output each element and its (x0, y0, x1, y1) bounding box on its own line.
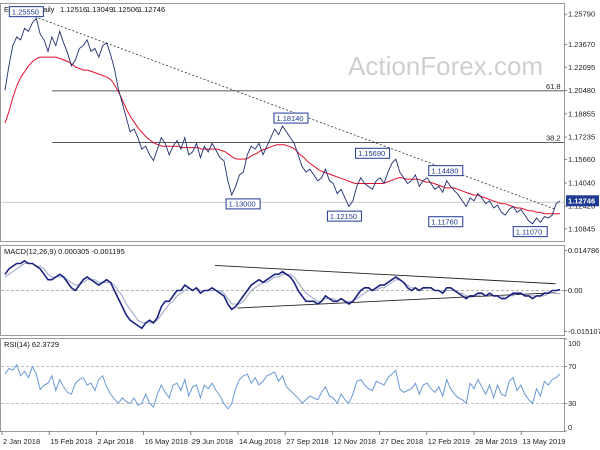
price-tick-label: 1.22095 (568, 63, 595, 72)
level-annotation-label: 1.25550 (12, 7, 39, 16)
x-axis: 2 Jan 2018 15 Feb 2018 2 Apr 2018 16 May 20… (1, 431, 566, 446)
price-line (4, 17, 561, 225)
level-annotation-label: 1.12150 (330, 212, 357, 221)
level-annotation: 1.18140 (273, 112, 309, 124)
rsi-line (4, 363, 561, 410)
price-pane: ActionForex.com EURUSD,Daily 1.12516 1.1… (0, 3, 599, 242)
level-annotation-label: 1.13000 (229, 200, 256, 209)
x-tick-label: 16 May 2018 (145, 437, 188, 446)
price-tick-label: 1.20480 (568, 86, 595, 95)
level-annotation-box (8, 6, 44, 18)
current-price-tag: 1.12746 (566, 195, 599, 207)
rsi-y-axis: 100 70 30 0 (564, 338, 581, 432)
macd-tick-label: 0.014786 (568, 246, 599, 255)
level-annotation: 1.15690 (355, 147, 391, 159)
level-annotation: 1.11760 (428, 216, 464, 228)
level-annotation: 1.25550 (8, 6, 44, 18)
level-annotation-label: 1.11760 (431, 218, 458, 227)
level-annotation-box (273, 112, 309, 124)
x-tick-label: 27 Sep 2018 (286, 437, 329, 446)
macd-upper-trendline (214, 264, 556, 285)
descending-trendline (12, 7, 556, 210)
price-tick-label: 1.15660 (568, 155, 595, 164)
macd-tick-label: 0.00 (568, 286, 583, 295)
rsi-pane-title: RSI(14) 62.3729 (4, 340, 59, 349)
x-tick-label: 12 Nov 2018 (333, 437, 376, 446)
fib-label-38-2: 38.2 (546, 134, 561, 143)
rsi-tick-label: 70 (568, 362, 576, 371)
macd-lines (1, 259, 564, 330)
x-tick-label: 2 Jan 2018 (3, 437, 40, 446)
x-tick-label: 15 Feb 2018 (50, 437, 92, 446)
rsi-tick-label: 30 (568, 399, 576, 408)
macd-signal-line (4, 263, 561, 324)
price-tick-label: 1.10845 (568, 224, 595, 233)
rsi-pane-border (0, 338, 565, 432)
x-tick-label: 12 Feb 2019 (428, 437, 470, 446)
level-annotation: 1.12150 (326, 210, 362, 222)
price-lines: 61.8 38.2 (1, 7, 564, 225)
level-annotation-label: 1.14480 (431, 166, 458, 175)
x-tick-label: 2 Apr 2018 (97, 437, 133, 446)
level-annotation: 1.13000 (225, 198, 261, 210)
x-tick-label: 28 Mar 2019 (475, 437, 517, 446)
rsi-tick-label: 0 (568, 423, 572, 432)
watermark-text: ActionForex.com (348, 51, 543, 81)
moving-average-line (4, 56, 560, 215)
ohlc-open: 1.12516 (60, 5, 87, 14)
macd-line (4, 259, 561, 330)
price-tick-label: 1.17235 (568, 133, 595, 142)
ohlc-close: 1.12746 (138, 5, 165, 14)
price-pane-border (0, 3, 565, 242)
macd-pane: MACD(12,26,9) 0.000305 -0.001195 0.01478… (0, 245, 600, 336)
level-annotation-box (225, 198, 261, 210)
macd-lower-trendline (237, 292, 556, 309)
macd-tick-label: -0.015107 (568, 327, 600, 336)
macd-pane-title: MACD(12,26,9) 0.000305 -0.001195 (4, 247, 125, 256)
macd-y-axis: 0.014786 0.00 -0.015107 (564, 246, 600, 336)
ohlc-low: 1.12506 (112, 5, 139, 14)
ohlc-high: 1.13049 (86, 5, 113, 14)
level-annotation-box (428, 216, 464, 228)
level-annotation-label: 1.18140 (276, 114, 303, 123)
level-annotation-box (428, 165, 464, 177)
rsi-lines (1, 363, 564, 410)
level-annotation-box (326, 210, 362, 222)
current-price-label: 1.12746 (568, 196, 595, 205)
fib-label-61-8: 61.8 (546, 82, 561, 91)
price-tick-label: 1.14040 (568, 178, 595, 187)
x-tick-label: 13 May 2019 (522, 437, 565, 446)
level-annotation-label: 1.15690 (358, 149, 385, 158)
level-annotation-box (355, 147, 391, 159)
x-tick-label: 27 Dec 2018 (381, 437, 424, 446)
level-annotation-label: 1.11070 (516, 227, 543, 236)
level-annotation: 1.14480 (428, 165, 464, 177)
rsi-tick-label: 100 (568, 339, 581, 348)
price-tick-label: 1.23670 (568, 40, 595, 49)
rsi-pane: RSI(14) 62.3729 100 70 30 0 (0, 338, 581, 432)
price-tick-label: 1.25790 (568, 10, 595, 19)
x-tick-label: 14 Aug 2018 (239, 437, 281, 446)
level-annotation: 1.11070 (512, 226, 548, 238)
price-annotations: 1.25550 1.18140 1.13000 1.12150 1.15690 1.144… (8, 6, 548, 238)
x-tick-label: 29 Jun 2018 (192, 437, 233, 446)
level-annotation-box (512, 226, 548, 238)
price-tick-label: 1.18855 (568, 109, 595, 118)
